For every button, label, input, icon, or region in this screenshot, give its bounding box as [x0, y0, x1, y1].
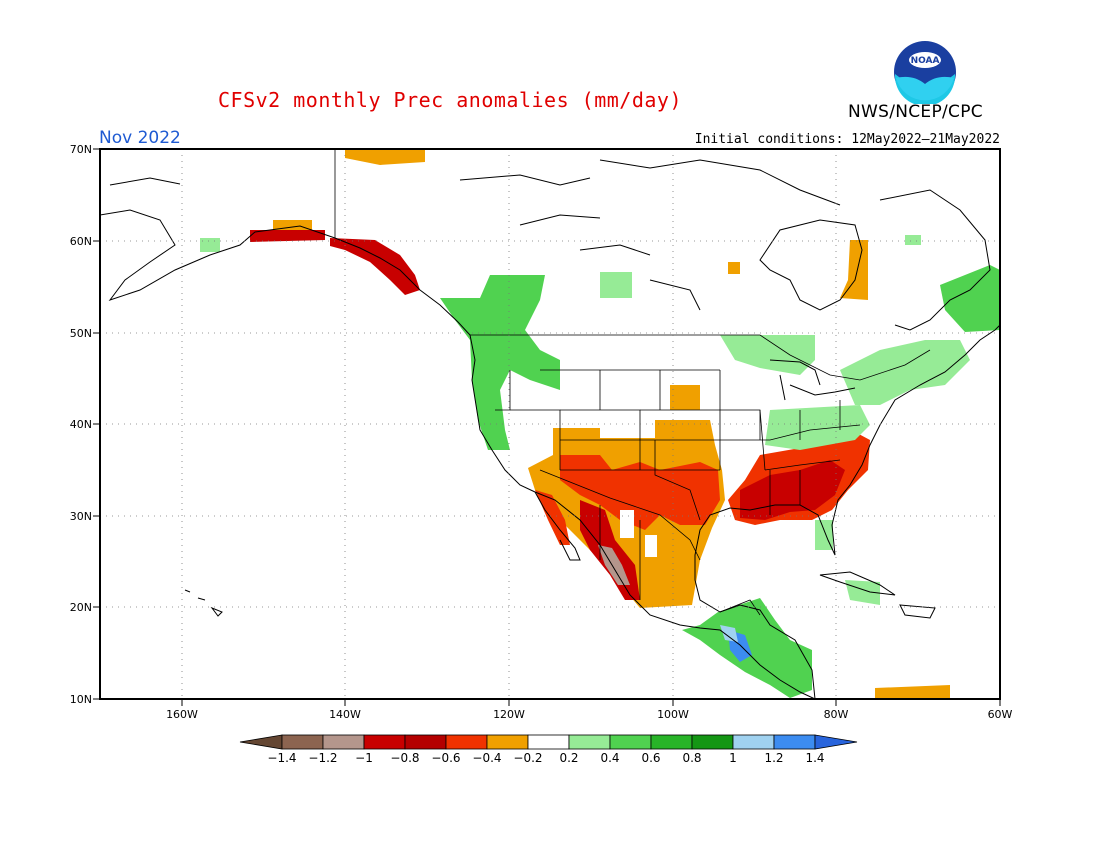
longitude-labels: 160W 140W 120W 100W 80W 60W: [166, 708, 1012, 721]
anomaly-region-quebec-green: [905, 235, 921, 245]
colorbar-segment: [363, 734, 406, 750]
anomaly-region-midwest-green: [720, 335, 815, 375]
political-boundaries: [334, 149, 931, 616]
forecast-month: Nov 2022: [99, 128, 181, 148]
anomaly-region-hudson-orange: [840, 240, 868, 300]
colorbar-tick-label: −1.4: [267, 751, 296, 765]
lat-label: 20N: [70, 601, 92, 614]
lon-label: 120W: [493, 708, 525, 721]
colorbar-tick-label: 0.4: [600, 751, 619, 765]
lat-label: 40N: [70, 418, 92, 431]
lon-label: 100W: [657, 708, 689, 721]
colorbar-segment: [773, 734, 816, 750]
anomaly-region-ohio-green: [765, 405, 870, 450]
neutral-patch: [620, 510, 634, 538]
anomaly-region-pacific-nw: [440, 275, 560, 450]
colorbar-tick-label: 1: [729, 751, 737, 765]
colorbar-segment: [691, 734, 734, 750]
agency-label: NWS/NCEP/CPC: [848, 102, 983, 122]
anomaly-region-maritimes-green: [940, 265, 1000, 332]
colorbar-segment: [609, 734, 652, 750]
lon-label: 60W: [988, 708, 1013, 721]
colorbar-tick-label: −0.8: [390, 751, 419, 765]
colorbar-segment: [568, 734, 611, 750]
anomaly-region-florida-green: [815, 520, 833, 550]
colorbar-tick-label: −0.6: [431, 751, 460, 765]
anomaly-region-canada-green: [600, 272, 632, 298]
lon-label: 160W: [166, 708, 198, 721]
colorbar: −1.4 −1.2 −1 −0.8 −0.6 −0.4 −0.2 0.2 0.4 0.6 0.8 1 1…: [239, 734, 858, 765]
anomaly-region-alaska-panhandle: [330, 238, 420, 295]
lon-label: 140W: [329, 708, 361, 721]
colorbar-tick-label: −1: [355, 751, 373, 765]
lat-label: 50N: [70, 327, 92, 340]
colorbar-tick-label: 0.6: [641, 751, 660, 765]
colorbar-segment: [732, 734, 775, 750]
lat-label: 60N: [70, 235, 92, 248]
latitude-labels: 70N 60N 50N 40N 30N 20N 10N: [70, 143, 92, 706]
anomaly-region-alaska-green: [200, 238, 220, 252]
colorbar-end-low: [239, 734, 283, 750]
anomaly-region-northeast-green: [840, 340, 970, 405]
anomaly-region-plains-orange: [670, 385, 700, 410]
neutral-patch: [645, 535, 657, 557]
anomaly-region-arctic-orange: [345, 150, 425, 165]
colorbar-tick-label: 1.2: [764, 751, 783, 765]
logo-text: NOAA: [911, 56, 940, 66]
colorbar-tick-label: −0.4: [472, 751, 501, 765]
colorbar-tick-label: −0.2: [513, 751, 542, 765]
colorbar-segment: [527, 734, 570, 750]
colorbar-tick-label: 0.2: [559, 751, 578, 765]
lon-label: 80W: [824, 708, 849, 721]
colorbar-end-high: [814, 734, 858, 750]
colorbar-tick-label: 1.4: [805, 751, 824, 765]
coastlines: [100, 159, 1000, 699]
anomaly-region-hudson-small: [728, 262, 740, 274]
colorbar-tick-label: −1.2: [308, 751, 337, 765]
lat-label: 30N: [70, 510, 92, 523]
colorbar-segment: [322, 734, 365, 750]
lat-label: 10N: [70, 693, 92, 706]
axis-ticks: [93, 148, 1001, 706]
anomaly-region-central-america-lightblue: [720, 625, 738, 642]
colorbar-segment: [281, 734, 324, 750]
chart-title: CFSv2 monthly Prec anomalies (mm/day): [217, 88, 683, 112]
noaa-logo: NOAA: [893, 40, 957, 106]
colorbar-segment: [486, 734, 529, 750]
graticule: [100, 149, 1000, 699]
lat-label: 70N: [70, 143, 92, 156]
colorbar-segment: [650, 734, 693, 750]
anomaly-region-alaska-red: [250, 230, 325, 242]
anomaly-region-caribbean-orange: [875, 685, 950, 699]
colorbar-tick-label: 0.8: [682, 751, 701, 765]
anomaly-region-southeast-dark: [740, 460, 845, 520]
anomaly-fields: [200, 150, 1000, 699]
initial-conditions: Initial conditions: 12May2022–21May2022: [694, 132, 1000, 147]
colorbar-segment: [404, 734, 447, 750]
colorbar-segment: [445, 734, 488, 750]
anomaly-region-southwest-red: [560, 455, 720, 530]
